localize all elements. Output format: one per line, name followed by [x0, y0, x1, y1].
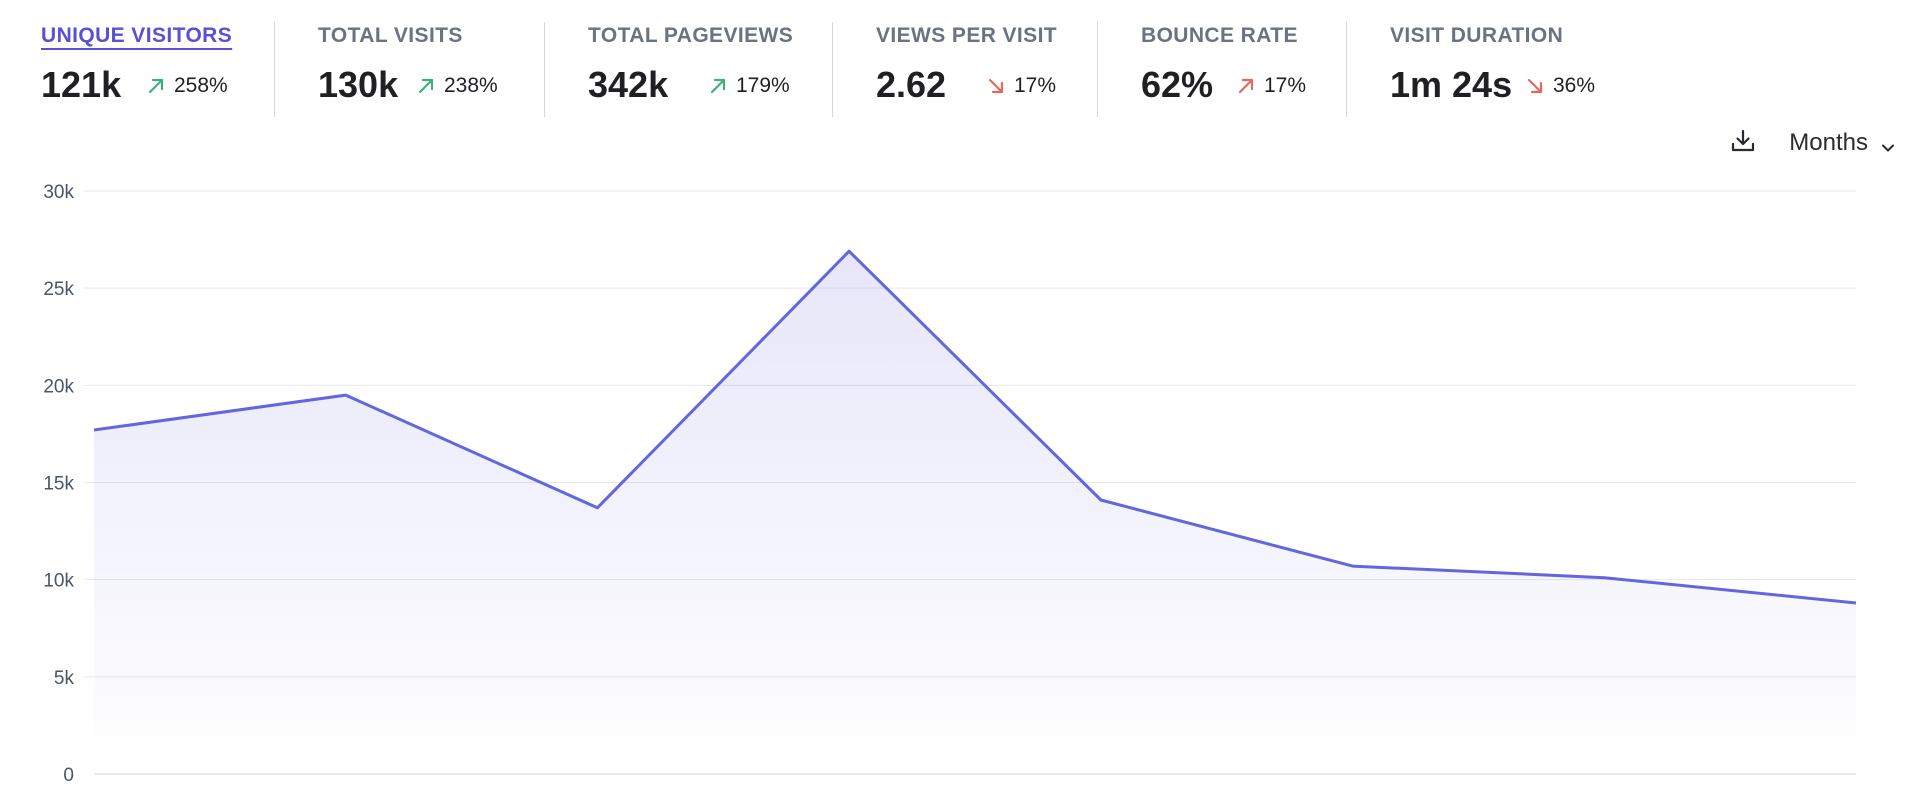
- stat-value: 342k: [588, 64, 669, 105]
- stat-label: TOTAL VISITS: [318, 24, 463, 47]
- stat-change-value: 17%: [1014, 74, 1057, 97]
- y-tick-label: 20k: [43, 376, 74, 397]
- stat-change-value: 36%: [1553, 74, 1596, 97]
- series-line: [93, 249, 1857, 605]
- visitors-chart: 30k 25k 20k 15k 10k 5k 0: [0, 160, 1920, 793]
- data-point[interactable]: [1095, 494, 1107, 506]
- data-point[interactable]: [1347, 560, 1359, 572]
- trend-up-icon: [416, 76, 436, 96]
- stat-total-pageviews[interactable]: TOTAL PAGEVIEWS 342k 179%: [588, 0, 828, 117]
- y-tick-label: 5k: [54, 668, 75, 689]
- trend-down-icon: [1525, 76, 1545, 96]
- stat-change-value: 17%: [1264, 74, 1307, 97]
- interval-select[interactable]: Months: [1789, 129, 1896, 157]
- stat-change: 258%: [146, 74, 228, 98]
- stat-visit-duration[interactable]: VISIT DURATION 1m 24s 36%: [1390, 0, 1630, 117]
- trend-up-icon: [708, 76, 728, 96]
- y-tick-label: 0: [63, 765, 74, 786]
- chevron-down-icon: [1880, 135, 1896, 152]
- data-point[interactable]: [1850, 597, 1862, 609]
- stat-views-per-visit[interactable]: VIEWS PER VISIT 2.62 17%: [876, 0, 1096, 117]
- stat-change-value: 238%: [444, 74, 498, 97]
- stat-bounce-rate[interactable]: BOUNCE RATE 62% 17%: [1141, 0, 1341, 117]
- series-area: [94, 251, 1856, 774]
- trend-down-icon: [986, 76, 1006, 96]
- divider: [1346, 22, 1347, 117]
- download-button[interactable]: [1727, 127, 1759, 159]
- stat-value: 2.62: [876, 64, 947, 105]
- stat-change: 238%: [416, 74, 498, 98]
- divider: [832, 22, 833, 117]
- stat-label: VISIT DURATION: [1390, 24, 1564, 47]
- stat-unique-visitors[interactable]: UNIQUE VISITORS 121k 258%: [41, 0, 271, 117]
- divider: [544, 22, 545, 117]
- y-tick-label: 25k: [43, 279, 74, 300]
- stat-change: 36%: [1525, 74, 1595, 98]
- data-point[interactable]: [843, 245, 855, 257]
- data-point[interactable]: [88, 424, 100, 436]
- data-point[interactable]: [1598, 572, 1610, 584]
- y-tick-label: 30k: [43, 182, 74, 203]
- chart-toolbar: Months: [1727, 125, 1896, 161]
- download-icon: [1729, 127, 1757, 160]
- stat-label: BOUNCE RATE: [1141, 24, 1298, 47]
- stat-value: 1m 24s: [1390, 64, 1513, 105]
- stat-label: TOTAL PAGEVIEWS: [588, 24, 794, 47]
- y-tick-label: 10k: [43, 571, 74, 592]
- data-point[interactable]: [340, 389, 352, 401]
- divider: [1097, 22, 1098, 117]
- trend-up-icon: [146, 76, 166, 96]
- stat-change-value: 179%: [736, 74, 790, 97]
- trend-up-icon: [1236, 76, 1256, 96]
- data-point[interactable]: [591, 502, 603, 514]
- stat-change: 179%: [708, 74, 790, 98]
- stat-total-visits[interactable]: TOTAL VISITS 130k 238%: [318, 0, 538, 117]
- stat-change: 17%: [986, 74, 1056, 98]
- stat-change: 17%: [1236, 74, 1306, 98]
- chart-svg: 30k 25k 20k 15k 10k 5k 0: [43, 182, 1862, 786]
- divider: [274, 22, 275, 117]
- stat-value: 62%: [1141, 64, 1214, 105]
- top-stats-bar: UNIQUE VISITORS 121k 258% TOTAL VISITS 1…: [0, 0, 1920, 120]
- stat-label[interactable]: UNIQUE VISITORS: [41, 24, 233, 47]
- stat-value: 130k: [318, 64, 399, 105]
- interval-label: Months: [1789, 129, 1868, 156]
- stat-value: 121k: [41, 64, 122, 105]
- stat-change-value: 258%: [174, 74, 228, 97]
- stat-label: VIEWS PER VISIT: [876, 24, 1058, 47]
- y-tick-label: 15k: [43, 474, 74, 495]
